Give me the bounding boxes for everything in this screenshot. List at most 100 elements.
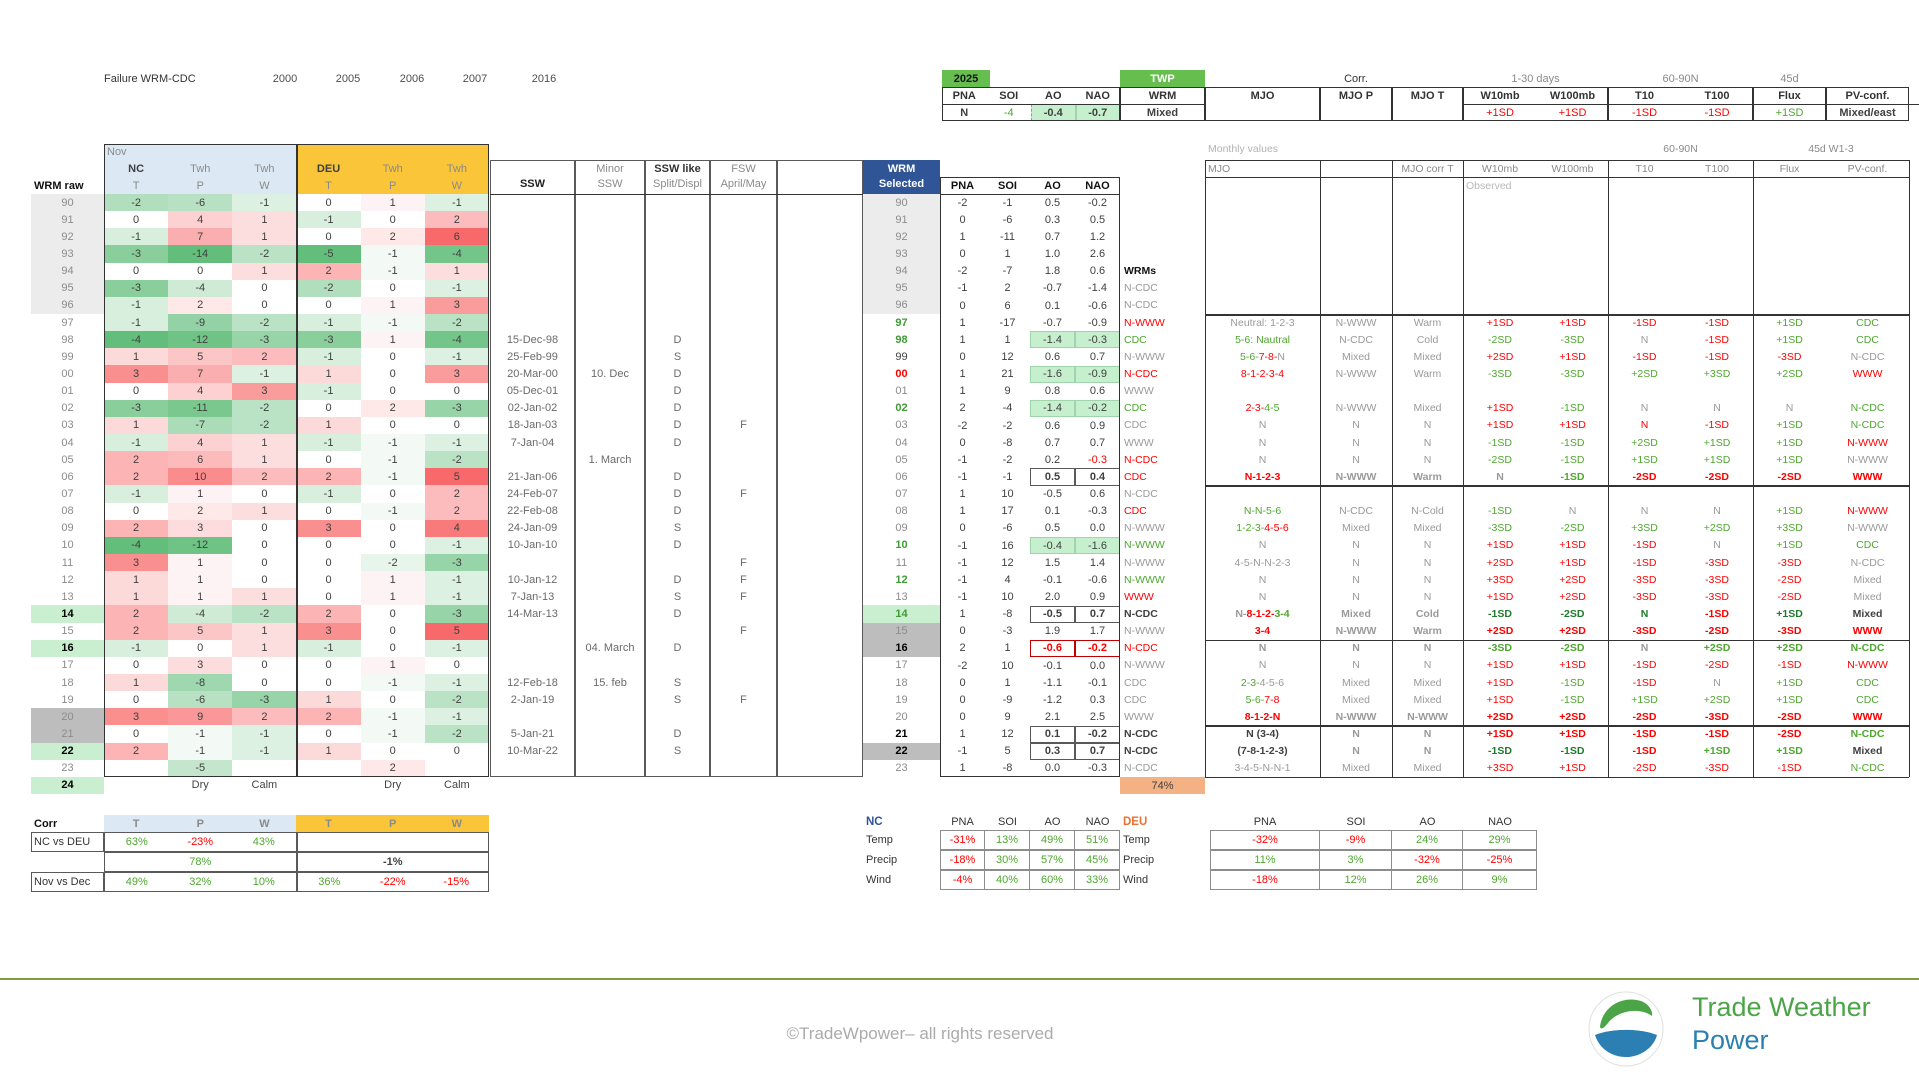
mjo-cell[interactable]: 2-3- 4-5-6 <box>1205 674 1320 691</box>
heat-value-cell[interactable]: 0 <box>360 691 425 709</box>
sd-cell[interactable]: +1SD <box>1703 745 1731 758</box>
heat-value-cell[interactable]: 0 <box>296 553 361 572</box>
corr-nc-value-cell[interactable]: 13% <box>985 830 1030 850</box>
split-displ-cell[interactable]: D <box>673 505 682 518</box>
heat-value-cell[interactable]: 1 <box>360 571 425 589</box>
top-value-cell[interactable]: -1SD <box>1631 106 1658 119</box>
ssw-date-cell[interactable] <box>490 640 575 657</box>
sd-cell[interactable]: +1SD <box>1486 539 1514 552</box>
sd-cell[interactable]: -2SD <box>1777 590 1802 603</box>
sd-cell[interactable] <box>1463 297 1537 314</box>
wrms-cell[interactable]: N-WWW <box>1124 556 1165 569</box>
wrms-cell[interactable]: CDC <box>1124 505 1147 518</box>
top-value-cell[interactable]: -4 <box>1003 106 1014 119</box>
sd-cell[interactable]: +1SD <box>1776 316 1803 329</box>
mjo-t-cell[interactable]: N <box>1423 539 1432 552</box>
heat-value-cell[interactable]: -2 <box>424 691 489 709</box>
ssw-date-cell[interactable] <box>490 211 575 228</box>
wrms-cell[interactable]: CDC <box>1124 693 1147 706</box>
mjo-cell[interactable] <box>1205 383 1320 400</box>
heat-value-cell[interactable]: 1 <box>104 673 169 692</box>
sd-cell[interactable]: +2SD <box>1703 642 1731 655</box>
selected-year-cell[interactable]: 98 <box>895 333 908 346</box>
deu-header-cell[interactable]: Twh <box>424 160 489 177</box>
sd-cell[interactable]: -2SD <box>1560 642 1585 655</box>
mjo-cell[interactable]: N <box>1205 640 1320 657</box>
year-label-cell[interactable]: 00 <box>61 367 74 380</box>
selected-year-cell[interactable]: 18 <box>895 676 908 689</box>
sd-cell[interactable]: +1SD <box>1776 676 1803 689</box>
sd-cell[interactable]: +2SD <box>1703 693 1731 706</box>
heat-value-cell[interactable]: -2 <box>424 313 489 332</box>
heat-value-cell[interactable]: 1 <box>232 622 297 640</box>
mjo-t-cell[interactable]: N <box>1423 642 1432 655</box>
split-displ-cell[interactable]: S <box>673 590 682 603</box>
top-header-cell[interactable]: MJO P <box>1338 89 1374 102</box>
sd-cell[interactable]: N-CDC <box>1850 350 1885 363</box>
top-value-cell[interactable]: N <box>960 106 969 119</box>
year-label-cell[interactable]: 15 <box>61 625 74 638</box>
mjo-p-cell[interactable]: N <box>1352 659 1360 672</box>
fsw-cell[interactable] <box>710 400 777 417</box>
corr-nc-row-label[interactable]: Temp <box>866 834 893 846</box>
mjo-cell[interactable]: 1-2-3- 4-5-6 <box>1205 520 1320 537</box>
corr-nc-row-label[interactable]: Precip <box>866 854 898 866</box>
ssw-date-cell[interactable] <box>490 314 575 331</box>
heat-value-cell[interactable]: -6 <box>168 194 233 212</box>
heat-value-cell[interactable]: -1 <box>360 245 425 263</box>
heat-value-cell[interactable]: 3 <box>424 365 489 383</box>
selected-year-cell[interactable]: 91 <box>863 211 940 229</box>
heat-value-cell[interactable]: -1 <box>424 348 489 366</box>
selected-year-cell[interactable]: 93 <box>863 245 940 263</box>
top-header-cell[interactable]: AO <box>1045 89 1062 102</box>
year-label-cell[interactable]: 16 <box>31 639 104 657</box>
split-displ-cell[interactable]: S <box>673 745 682 758</box>
nao-cell[interactable]: 0.0 <box>1089 522 1106 535</box>
ao-cell[interactable]: -1.2 <box>1043 693 1062 706</box>
heat-value-cell[interactable]: 2 <box>232 468 297 486</box>
mjo-p-cell[interactable]: N-WWW <box>1335 625 1377 638</box>
mjo-cell[interactable]: 3-4-5-N-N-1 <box>1205 760 1320 777</box>
heat-value-cell[interactable]: 1 <box>232 451 297 469</box>
pna-cell[interactable]: 0 <box>959 436 966 449</box>
extra-cell[interactable] <box>777 743 863 760</box>
heat-value-cell[interactable]: -4 <box>424 331 489 349</box>
heat-value-cell[interactable]: 1 <box>232 211 297 229</box>
mjo-t-cell[interactable]: Warm <box>1413 470 1442 483</box>
soi-cell[interactable]: -8 <box>1002 436 1013 449</box>
soi-cell[interactable]: 1 <box>1004 248 1011 261</box>
mjo-t-cell[interactable]: N <box>1423 419 1432 432</box>
heat-value-cell[interactable]: 10 <box>168 468 233 486</box>
heat-value-cell[interactable]: -1 <box>104 296 169 314</box>
pna-cell[interactable]: -1 <box>957 453 968 466</box>
ssw-date-cell[interactable]: 10-Jan-12 <box>507 573 558 586</box>
sd-cell[interactable]: -1SD <box>1632 350 1657 363</box>
mjo-cell[interactable]: (7-8-1-2-3) <box>1205 743 1320 760</box>
soi-cell[interactable]: 4 <box>1004 573 1011 586</box>
heat-value-cell[interactable]: -1 <box>296 485 361 503</box>
fsw-cell[interactable] <box>710 468 777 485</box>
sd-cell[interactable] <box>1681 228 1753 245</box>
wrms-cell[interactable]: WWW <box>1124 385 1154 398</box>
split-displ-cell[interactable]: D <box>673 487 682 500</box>
soi-cell[interactable]: -8 <box>1002 608 1013 621</box>
ssw-date-cell[interactable]: 14-Mar-13 <box>507 607 558 620</box>
nao-cell[interactable]: 1.7 <box>1089 625 1106 638</box>
extra-cell[interactable] <box>777 451 863 468</box>
sd-cell[interactable] <box>1608 228 1681 245</box>
heat-value-cell[interactable]: 2 <box>296 708 361 726</box>
heat-value-cell[interactable]: -1 <box>424 673 489 692</box>
mjo-cell[interactable]: N-1-2-3 <box>1205 468 1320 485</box>
ao-cell[interactable]: 0.7 <box>1044 436 1061 449</box>
ssw-date-cell[interactable]: 21-Jan-06 <box>507 470 558 483</box>
soi-cell[interactable]: -2 <box>1002 453 1013 466</box>
corr-nc-value-cell[interactable]: 49% <box>1030 830 1075 850</box>
extra-cell[interactable] <box>777 228 863 245</box>
split-displ-cell[interactable] <box>645 314 710 331</box>
mjo-p-cell[interactable]: N-WWW <box>1335 402 1377 415</box>
heat-value-cell[interactable]: -4 <box>424 245 489 263</box>
extra-cell[interactable] <box>777 400 863 417</box>
pna-cell[interactable]: -2 <box>957 265 968 278</box>
corr-tpw-header[interactable]: T <box>104 815 169 832</box>
mon-col-header[interactable]: T10 <box>1635 162 1654 175</box>
